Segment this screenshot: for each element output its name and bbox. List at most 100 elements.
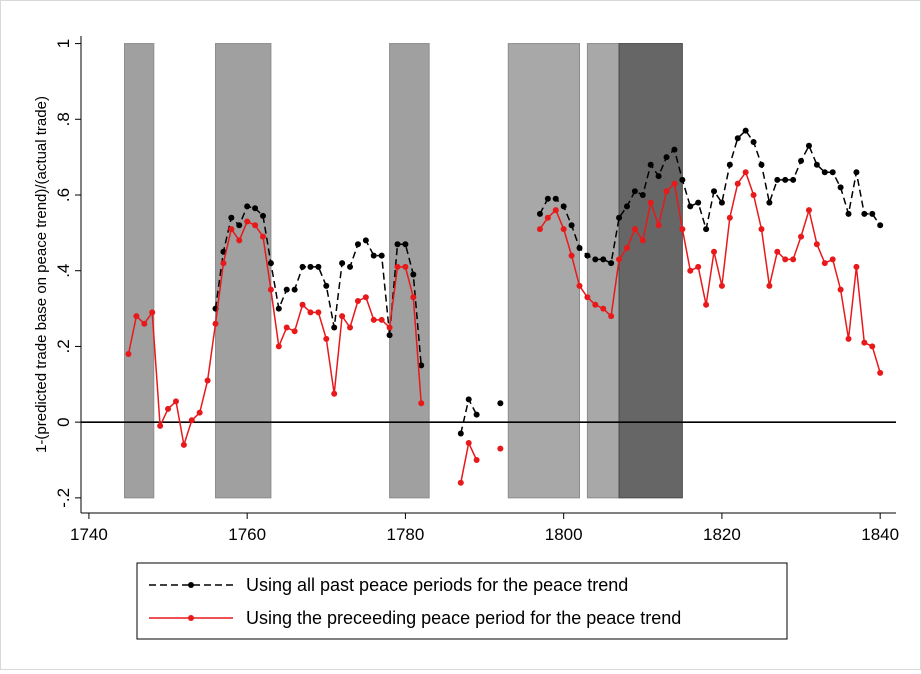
series-1-point xyxy=(378,252,385,259)
series-1-point xyxy=(639,192,646,198)
series-1-point xyxy=(410,271,417,278)
series-2-point xyxy=(291,328,298,335)
y-tick-label: 1 xyxy=(54,39,73,48)
y-tick-label: .2 xyxy=(54,339,73,353)
series-1-point xyxy=(236,222,243,229)
series-2-point xyxy=(418,400,425,407)
series-2-point xyxy=(465,439,472,446)
series-2-point xyxy=(750,192,757,198)
series-1-point xyxy=(497,400,504,407)
series-1-point xyxy=(790,176,797,183)
series-1-point xyxy=(758,161,765,168)
series-2-point xyxy=(592,301,599,308)
series-2-point xyxy=(821,260,828,267)
series-1-point xyxy=(608,260,615,267)
series-2-point xyxy=(378,316,385,323)
series-1-point xyxy=(695,199,702,206)
series-1-point xyxy=(837,184,844,191)
series-1-point xyxy=(718,199,725,206)
series-1-point xyxy=(244,203,251,210)
series-1-point xyxy=(687,203,694,210)
series-2-point xyxy=(299,301,306,308)
x-tick-label: 1800 xyxy=(545,525,583,544)
x-tick-label: 1760 xyxy=(228,525,266,544)
series-1-point xyxy=(331,324,338,331)
series-1-point xyxy=(259,212,266,219)
series-2-point xyxy=(734,180,741,187)
series-1-point xyxy=(623,203,630,210)
shaded-period-6 xyxy=(618,43,683,499)
series-2-point xyxy=(370,316,377,323)
legend-entry-1: Using all past peace periods for the pea… xyxy=(246,575,628,595)
series-2-point xyxy=(813,241,820,248)
series-1-point xyxy=(552,195,559,202)
series-1-point xyxy=(750,139,757,145)
series-1-point xyxy=(299,263,306,270)
series-2-point xyxy=(236,237,243,244)
series-2-point xyxy=(837,286,844,293)
series-2-point xyxy=(758,226,765,233)
series-2-point xyxy=(718,282,725,289)
series-2-point xyxy=(742,169,749,176)
series-1-point xyxy=(560,203,567,210)
series-2-line-2 xyxy=(460,440,478,483)
series-2-point xyxy=(331,390,338,397)
series-2-point xyxy=(869,343,876,350)
series-2-point xyxy=(473,457,480,463)
series-2-point xyxy=(457,479,464,486)
series-2-point xyxy=(552,207,559,214)
series-2-point xyxy=(180,441,187,448)
series-2-point xyxy=(600,305,607,312)
legend-swatch-point-2 xyxy=(188,615,194,621)
series-2-point xyxy=(608,313,615,320)
series-2-point xyxy=(576,282,583,289)
series-1-point xyxy=(315,263,322,270)
legend-box xyxy=(136,562,788,640)
series-1-point xyxy=(291,286,298,293)
legend: Using all past peace periods for the pea… xyxy=(136,562,788,640)
series-2-point xyxy=(165,405,172,412)
series-1-point xyxy=(283,286,290,293)
series-2-point xyxy=(386,324,393,331)
series-1-point xyxy=(536,210,543,217)
y-tick-label: .8 xyxy=(54,112,73,126)
series-2-point xyxy=(829,256,836,263)
series-2-point xyxy=(212,320,219,327)
series-1-point xyxy=(655,173,662,180)
series-2-point xyxy=(774,248,781,255)
series-2-point xyxy=(362,294,369,301)
series-2-point xyxy=(315,309,322,316)
y-tick-label: 0 xyxy=(54,417,73,426)
series-2-point xyxy=(616,256,623,263)
series-1-point xyxy=(362,237,369,244)
y-tick-label: .6 xyxy=(54,188,73,202)
shaded-period-5 xyxy=(586,43,620,499)
y-tick-label: -.2 xyxy=(54,488,73,508)
series-2-point xyxy=(307,309,314,316)
series-2-point xyxy=(220,260,227,267)
series-2-point xyxy=(204,377,211,384)
series-1-point xyxy=(584,252,591,259)
series-1-point xyxy=(877,222,884,229)
series-1-point xyxy=(829,169,836,176)
series-2-point xyxy=(639,237,646,244)
series-2-point xyxy=(157,422,164,429)
x-tick-label: 1740 xyxy=(70,525,108,544)
series-1-point xyxy=(568,222,575,229)
series-2-point xyxy=(536,226,543,233)
series-1-point xyxy=(307,263,314,270)
series-1-point xyxy=(742,127,749,134)
series-1-point xyxy=(734,135,741,142)
series-1-point xyxy=(323,282,330,289)
legend-entry-2: Using the preceeding peace period for th… xyxy=(246,608,681,628)
series-2-point xyxy=(283,324,290,331)
series-2-point xyxy=(133,313,140,320)
shaded-period-2 xyxy=(215,43,272,499)
series-1-point xyxy=(663,154,670,161)
series-2-point xyxy=(394,263,401,270)
legend-swatch-point-1 xyxy=(188,582,194,588)
y-axis-label: 1-(predicted trade base on peace trend)/… xyxy=(33,96,50,453)
series-1-point xyxy=(339,260,346,267)
series-2-point xyxy=(252,222,259,229)
series-1-point xyxy=(275,305,282,312)
